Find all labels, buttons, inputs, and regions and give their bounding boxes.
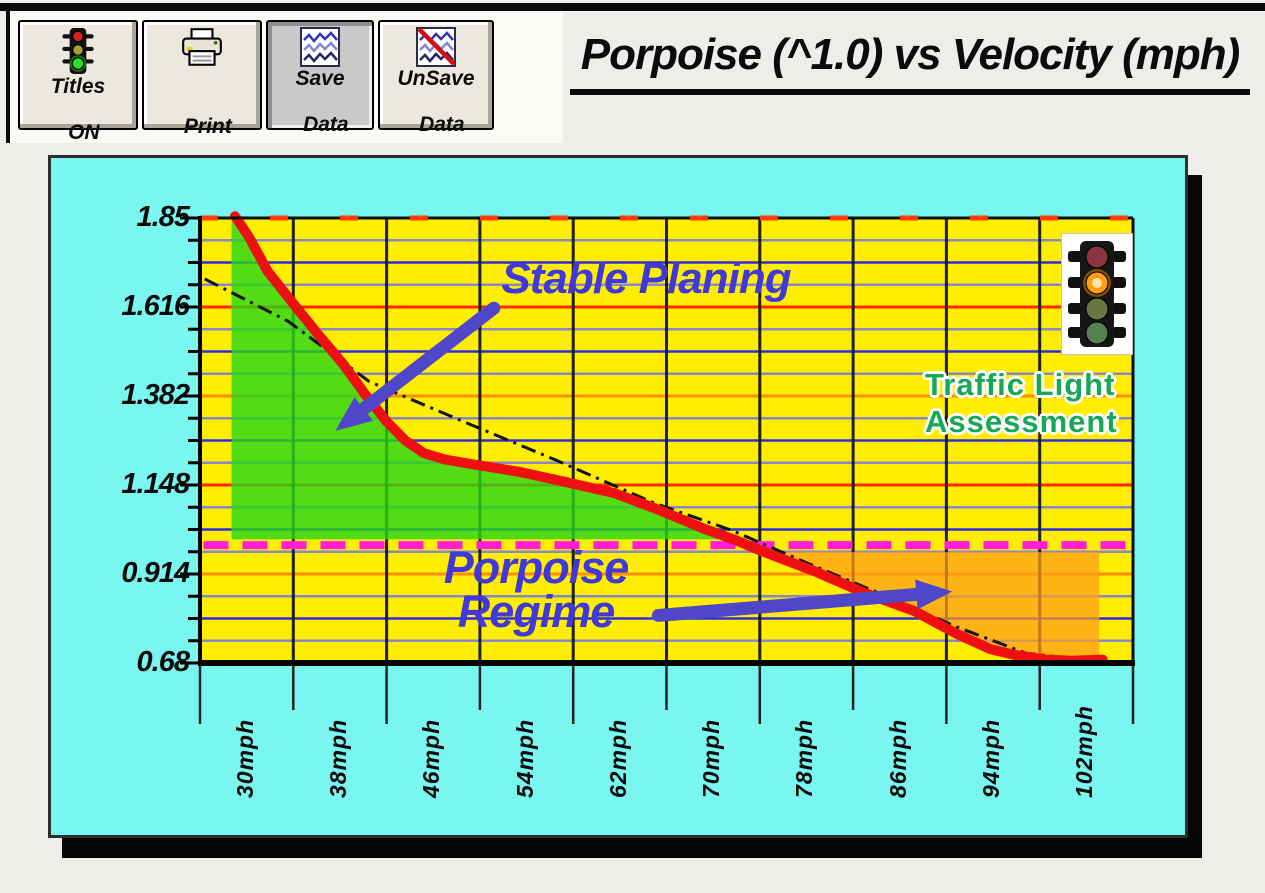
button-label-line1: Titles bbox=[50, 75, 106, 98]
y-tick-label: 1.382 bbox=[121, 379, 190, 411]
x-tick-label: 86mph bbox=[884, 718, 911, 798]
button-label-line2: Data bbox=[419, 113, 465, 137]
x-tick-label: 102mph bbox=[1071, 705, 1098, 798]
stable-planing-region bbox=[231, 220, 735, 540]
unsave-data-button[interactable]: UnSave Data bbox=[378, 20, 494, 136]
button-label-line2: Print bbox=[183, 115, 232, 139]
traffic-light-assessment-label: Traffic Light Assessment bbox=[925, 366, 1118, 440]
y-tick-label: 0.68 bbox=[136, 646, 190, 678]
button-label-line2: ON bbox=[68, 121, 100, 145]
annotation-arrowhead bbox=[915, 579, 953, 610]
x-tick-label: 38mph bbox=[324, 718, 351, 798]
button-label-line1: UnSave bbox=[397, 67, 475, 90]
y-tick-label: 0.914 bbox=[121, 557, 190, 589]
print-button[interactable]: Print bbox=[142, 20, 262, 138]
y-tick-label: 1.616 bbox=[121, 290, 190, 322]
button-label-line2: Data bbox=[303, 113, 349, 137]
chart-canvas bbox=[180, 211, 1135, 724]
printer-icon bbox=[179, 27, 225, 69]
x-tick-label: 70mph bbox=[698, 718, 725, 798]
annotation-arrow bbox=[651, 587, 931, 622]
stable-planing-label: Stable Planing bbox=[501, 254, 791, 303]
x-tick-label: 78mph bbox=[791, 718, 818, 798]
traffic-light-image bbox=[1060, 232, 1134, 356]
annotation-arrow bbox=[350, 301, 501, 421]
traffic-light-icon bbox=[59, 27, 97, 75]
chart-panel: 1.85 1.616 1.382 1.148 0.914 0.68 30mph 38mph 4… bbox=[48, 155, 1188, 838]
assessment-line2: Assessment bbox=[925, 404, 1118, 440]
x-tick-label: 94mph bbox=[978, 718, 1005, 798]
y-tick-label: 1.148 bbox=[121, 468, 190, 500]
porpoise-regime-label: Porpoise Regime bbox=[443, 542, 630, 638]
chart-title: Porpoise (^1.0) vs Velocity (mph) bbox=[570, 30, 1250, 95]
window-left-border bbox=[6, 3, 10, 143]
assessment-line1: Traffic Light bbox=[925, 367, 1116, 402]
y-tick-label: 1.85 bbox=[136, 201, 190, 233]
chart-data-icon bbox=[300, 27, 340, 67]
annotation-arrowhead bbox=[335, 397, 373, 431]
chart-data-crossed-icon bbox=[416, 27, 456, 67]
x-tick-label: 46mph bbox=[418, 718, 445, 798]
porpoise-curve bbox=[230, 211, 1108, 666]
window-top-border bbox=[0, 3, 1265, 11]
titles-on-button[interactable]: Titles ON bbox=[18, 20, 138, 144]
x-tick-label: 54mph bbox=[511, 718, 538, 798]
x-tick-label: 30mph bbox=[231, 718, 258, 798]
button-label-line1: Save bbox=[295, 67, 345, 90]
x-tick-label: 62mph bbox=[604, 718, 631, 798]
save-data-button[interactable]: Save Data bbox=[266, 20, 374, 136]
